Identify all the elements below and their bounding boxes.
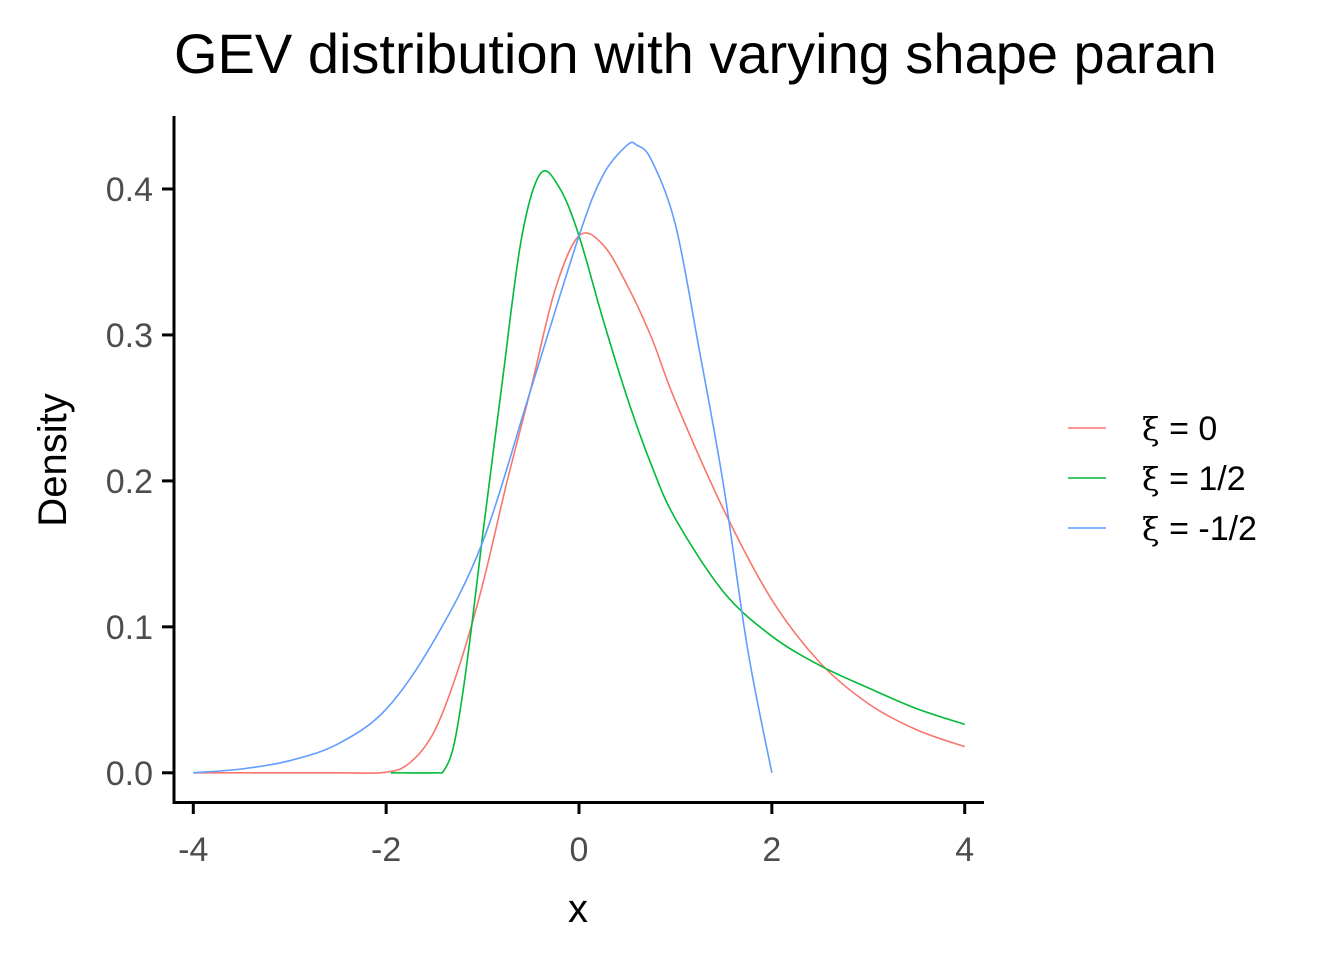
legend: ξ = 0 ξ = 1/2 ξ = -1/2	[1068, 410, 1257, 548]
y-tick-label: 0.4	[106, 171, 153, 209]
x-tick-label: 2	[762, 831, 781, 869]
x-ticks: -4 -2 0 2 4	[178, 802, 974, 869]
x-tick-label: -2	[371, 831, 401, 869]
y-tick-label: 0.0	[106, 755, 153, 793]
x-tick-label: -4	[178, 831, 208, 869]
legend-label-2: ξ = -1/2	[1142, 510, 1257, 548]
legend-label-0: ξ = 0	[1142, 410, 1217, 448]
series-line-1	[390, 170, 965, 774]
y-axis-title: Density	[31, 393, 75, 526]
plot-area	[193, 141, 965, 774]
series-line-0	[193, 232, 965, 774]
y-tick-label: 0.1	[106, 609, 153, 647]
y-tick-label: 0.3	[106, 317, 153, 355]
chart-title: GEV distribution with varying shape para…	[174, 22, 1217, 85]
series-line-2	[193, 141, 773, 774]
legend-label-1: ξ = 1/2	[1142, 460, 1246, 498]
x-tick-label: 0	[570, 831, 589, 869]
x-axis-title: x	[568, 887, 588, 931]
y-ticks: 0.0 0.1 0.2 0.3 0.4	[106, 171, 174, 793]
y-tick-label: 0.2	[106, 463, 153, 501]
x-tick-label: 4	[955, 831, 974, 869]
